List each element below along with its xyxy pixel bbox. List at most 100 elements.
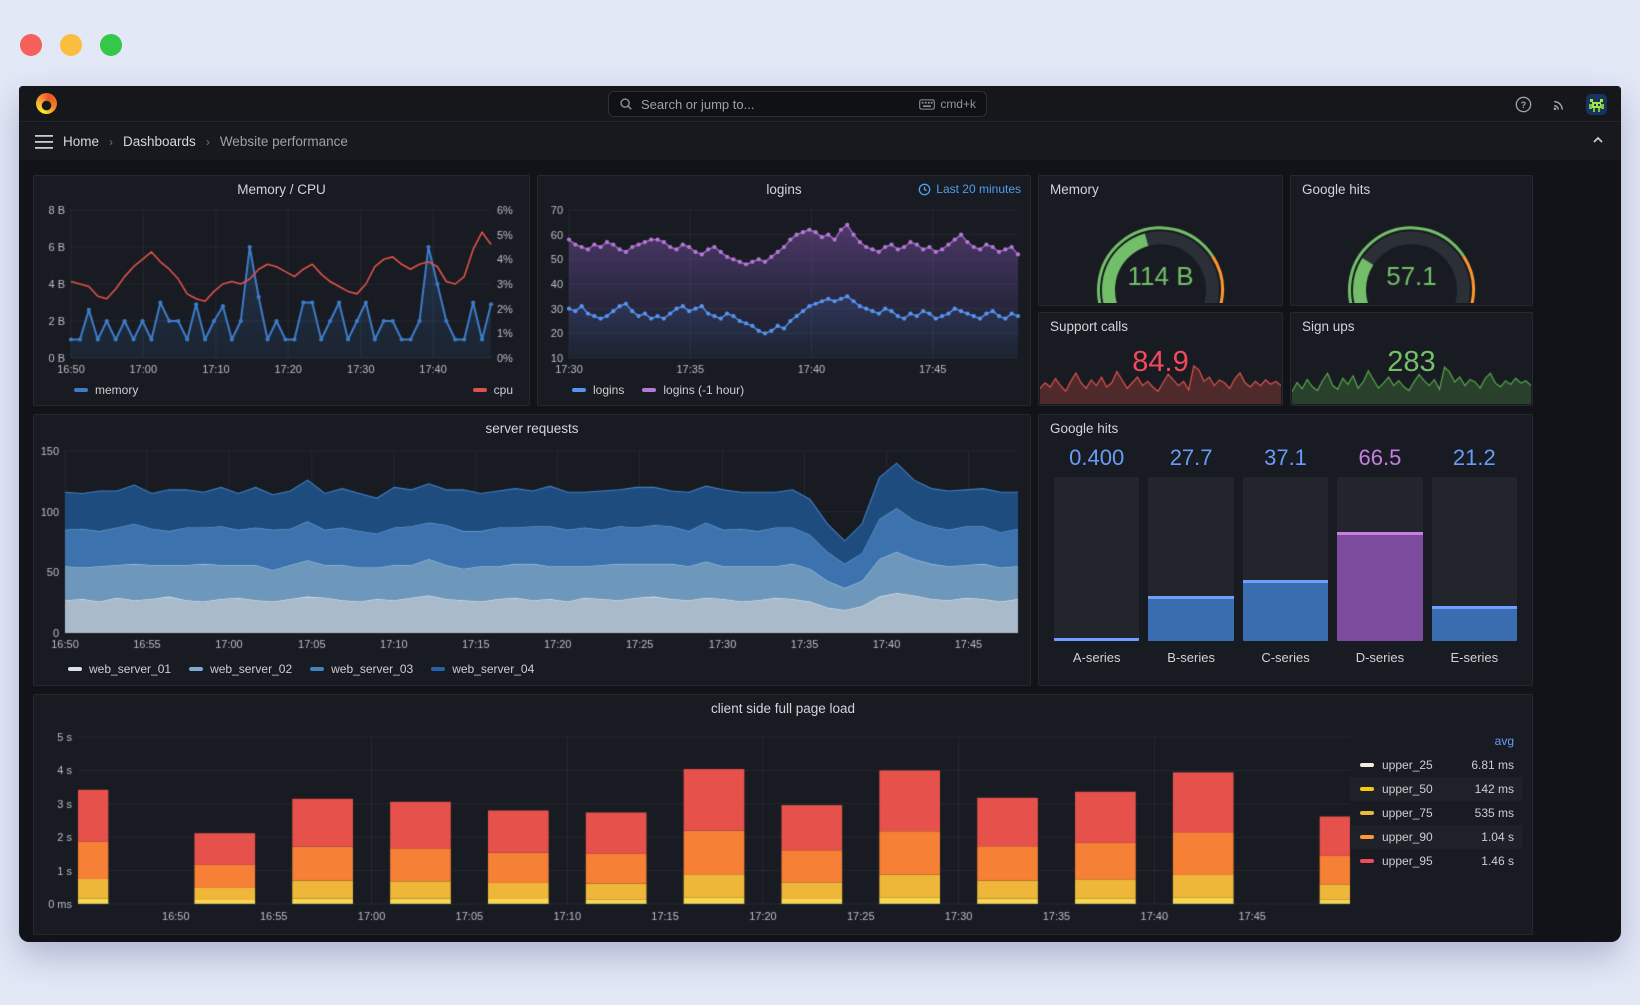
- panel-server-requests[interactable]: server requests web_server_01 web_server_…: [33, 414, 1031, 686]
- bar-gauge-track: [1242, 477, 1329, 641]
- close-window-button[interactable]: [20, 34, 42, 56]
- bar-gauge-bar: [1148, 595, 1234, 641]
- memory-gauge: [1039, 202, 1282, 303]
- keyboard-shortcut: cmd+k: [919, 97, 976, 111]
- legend-item[interactable]: web_server_03: [310, 662, 413, 676]
- legend-item[interactable]: web_server_01: [68, 662, 171, 676]
- bar-gauge-value: 27.7: [1169, 445, 1213, 470]
- legend-label: web_server_02: [210, 662, 293, 676]
- legend-item[interactable]: web_server_04: [431, 662, 534, 676]
- legend-swatch: [1360, 811, 1374, 815]
- menu-hamburger-icon[interactable]: [35, 134, 53, 149]
- server-requests-legend: web_server_01 web_server_02 web_server_03 w…: [34, 659, 1030, 683]
- legend-label: upper_95: [1382, 854, 1433, 868]
- bar-gauge-category-label: C-series: [1261, 650, 1310, 665]
- legend-swatch: [431, 667, 446, 671]
- clock-icon: [918, 183, 931, 195]
- bar-gauge-column: 21.2 E-series: [1431, 445, 1518, 667]
- chevron-up-icon[interactable]: [1591, 133, 1605, 147]
- legend-row[interactable]: upper_90 1.04 s: [1350, 825, 1522, 849]
- bar-gauge-track: [1054, 477, 1140, 641]
- news-rss-icon[interactable]: [1550, 95, 1568, 113]
- memory-cpu-chart: [34, 202, 529, 380]
- legend-swatch: [1360, 787, 1374, 791]
- legend-item[interactable]: web_server_02: [189, 662, 292, 676]
- legend-item[interactable]: logins (-1 hour): [642, 383, 744, 397]
- google-hits-gauge: [1291, 202, 1532, 303]
- legend-item[interactable]: memory: [74, 383, 138, 397]
- search-input[interactable]: Search or jump to... cmd+k: [608, 91, 987, 117]
- bar-gauge-track: [1148, 477, 1234, 641]
- panel-title: Sign ups: [1302, 318, 1355, 334]
- help-icon[interactable]: ?: [1514, 95, 1532, 113]
- bar-gauge-column: 66.5 D-series: [1337, 445, 1423, 667]
- search-placeholder: Search or jump to...: [641, 96, 755, 112]
- zoom-window-button[interactable]: [100, 34, 122, 56]
- legend-label: upper_90: [1382, 830, 1433, 844]
- legend-avg-value: 1.46 s: [1481, 854, 1514, 868]
- server-requests-chart: [34, 441, 1030, 659]
- legend-row[interactable]: upper_25 6.81 ms: [1350, 753, 1522, 777]
- legend-avg-header: avg: [1494, 734, 1514, 748]
- panel-support-calls[interactable]: Support calls 84.9: [1038, 312, 1283, 406]
- logins-legend: logins logins (-1 hour): [538, 380, 1030, 404]
- panel-title: Google hits: [1302, 181, 1371, 197]
- panel-google-hits-bars[interactable]: Google hits 0.400 A-series 27.7 B-series 37.…: [1038, 414, 1533, 686]
- legend-swatch: [74, 388, 88, 392]
- bar-gauge-bar: [1431, 606, 1518, 641]
- grafana-window: Search or jump to... cmd+k ?: [19, 86, 1621, 942]
- logins-chart: [538, 202, 1030, 380]
- legend-row[interactable]: upper_75 535 ms: [1350, 801, 1522, 825]
- panel-title: server requests: [485, 420, 579, 436]
- minimize-window-button[interactable]: [60, 34, 82, 56]
- panel-logins[interactable]: logins Last 20 minutes logins logins (-1 …: [537, 175, 1031, 406]
- legend-swatch: [310, 667, 325, 671]
- grafana-logo-icon[interactable]: [36, 93, 57, 114]
- panel-title: Support calls: [1050, 318, 1129, 334]
- chevron-right-icon: ›: [205, 134, 210, 149]
- search-icon: [620, 98, 632, 110]
- time-range-badge[interactable]: Last 20 minutes: [918, 182, 1021, 196]
- legend-label: memory: [95, 383, 139, 397]
- bar-gauge-bar: [1337, 531, 1423, 641]
- bar-gauge-bar: [1242, 580, 1329, 641]
- bar-gauge-track: [1337, 477, 1423, 641]
- svg-text:?: ?: [1520, 99, 1525, 109]
- panel-google-hits-gauge[interactable]: Google hits: [1290, 175, 1533, 306]
- panel-page-load[interactable]: client side full page load avg upper_25 6.…: [33, 694, 1533, 935]
- bar-gauge-category-label: B-series: [1167, 650, 1215, 665]
- panel-title: Memory: [1050, 181, 1099, 197]
- bar-gauge-bar: [1054, 638, 1140, 641]
- bar-gauge-value: 0.400: [1069, 445, 1125, 470]
- bar-gauge-column: 37.1 C-series: [1242, 445, 1329, 667]
- legend-item[interactable]: logins: [572, 383, 624, 397]
- legend-swatch: [1360, 835, 1374, 839]
- user-avatar[interactable]: [1586, 93, 1607, 115]
- legend-row[interactable]: upper_50 142 ms: [1350, 777, 1522, 801]
- panel-memory-gauge[interactable]: Memory: [1038, 175, 1283, 306]
- breadcrumb-current-page: Website performance: [219, 134, 348, 149]
- legend-label: web_server_03: [331, 662, 414, 676]
- bar-gauge-category-label: D-series: [1355, 650, 1405, 665]
- legend-label: upper_75: [1382, 806, 1433, 820]
- breadcrumb-dashboards[interactable]: Dashboards: [123, 134, 196, 149]
- bar-gauge-value: 37.1: [1264, 445, 1307, 470]
- keyboard-icon: [919, 98, 936, 110]
- bar-gauge-category-label: E-series: [1450, 650, 1499, 665]
- bar-gauge-value: 21.2: [1452, 445, 1496, 470]
- google-hits-bar-gauge: 0.400 A-series 27.7 B-series 37.1 C-series 66.…: [1039, 441, 1532, 677]
- panel-memory-cpu[interactable]: Memory / CPU memory cpu: [33, 175, 530, 406]
- memory-cpu-legend: memory cpu: [34, 380, 529, 404]
- legend-label: web_server_04: [452, 662, 535, 676]
- legend-avg-value: 142 ms: [1474, 782, 1514, 796]
- legend-item[interactable]: cpu: [472, 383, 513, 397]
- support-calls-sparkline: [1040, 358, 1281, 404]
- legend-swatch: [572, 388, 586, 392]
- page-load-legend: avg upper_25 6.81 ms upper_50 142 ms upper_75…: [1350, 731, 1522, 873]
- bar-gauge-category-label: A-series: [1072, 650, 1121, 665]
- legend-label: upper_25: [1382, 758, 1433, 772]
- breadcrumb-home[interactable]: Home: [63, 134, 100, 149]
- legend-avg-value: 6.81 ms: [1471, 758, 1514, 772]
- panel-sign-ups[interactable]: Sign ups 283: [1290, 312, 1533, 406]
- legend-row[interactable]: upper_95 1.46 s: [1350, 849, 1522, 873]
